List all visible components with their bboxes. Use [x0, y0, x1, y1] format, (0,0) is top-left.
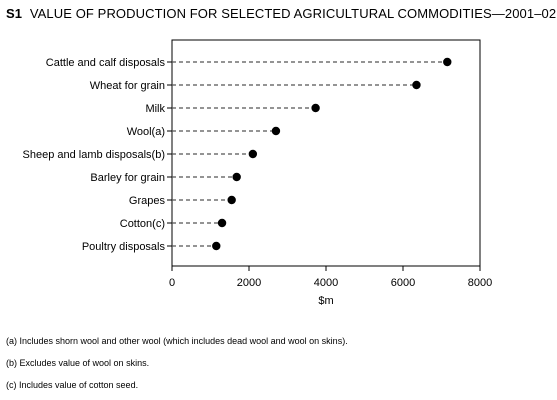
x-tick-label: 6000 [391, 277, 415, 289]
x-axis-title: $m [318, 295, 333, 307]
category-label: Sheep and lamb disposals(b) [23, 149, 165, 161]
category-label: Milk [145, 103, 165, 115]
category-label: Barley for grain [90, 172, 165, 184]
title-number: S1 [6, 6, 23, 21]
x-tick-label: 4000 [314, 277, 338, 289]
x-tick-label: 8000 [468, 277, 492, 289]
category-label: Grapes [129, 195, 166, 207]
data-point [412, 80, 421, 90]
x-tick-label: 2000 [237, 277, 261, 289]
category-label: Cattle and calf disposals [46, 57, 166, 69]
footnote-a: (a) Includes shorn wool and other wool (… [6, 336, 348, 346]
data-point [227, 195, 236, 205]
data-point [443, 57, 452, 67]
data-point [311, 103, 320, 113]
data-point [212, 241, 221, 251]
category-label: Wool(a) [127, 126, 165, 138]
category-label: Wheat for grain [90, 80, 165, 92]
category-label: Cotton(c) [120, 218, 165, 230]
x-tick-label: 0 [169, 277, 175, 289]
data-point [271, 126, 281, 136]
footnote-b: (b) Excludes value of wool on skins. [6, 358, 150, 368]
data-point [217, 218, 227, 228]
plot-frame [171, 39, 481, 267]
footnote-c: (c) Includes value of cotton seed. [6, 380, 139, 390]
title-text: VALUE OF PRODUCTION FOR SELECTED AGRICUL… [29, 6, 557, 21]
category-label: Poultry disposals [82, 241, 166, 253]
data-point [248, 149, 258, 159]
data-point [232, 172, 241, 182]
chart-title: S1 VALUE OF PRODUCTION FOR SELECTED AGRI… [6, 6, 556, 21]
